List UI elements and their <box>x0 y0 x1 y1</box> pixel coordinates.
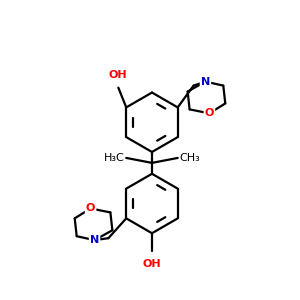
Text: O: O <box>86 203 95 214</box>
Text: H₃C: H₃C <box>103 153 124 163</box>
Text: OH: OH <box>108 70 127 80</box>
Text: O: O <box>205 108 214 118</box>
Text: CH₃: CH₃ <box>180 153 200 163</box>
Text: OH: OH <box>143 259 161 269</box>
Text: N: N <box>90 235 99 245</box>
Text: N: N <box>201 76 210 87</box>
